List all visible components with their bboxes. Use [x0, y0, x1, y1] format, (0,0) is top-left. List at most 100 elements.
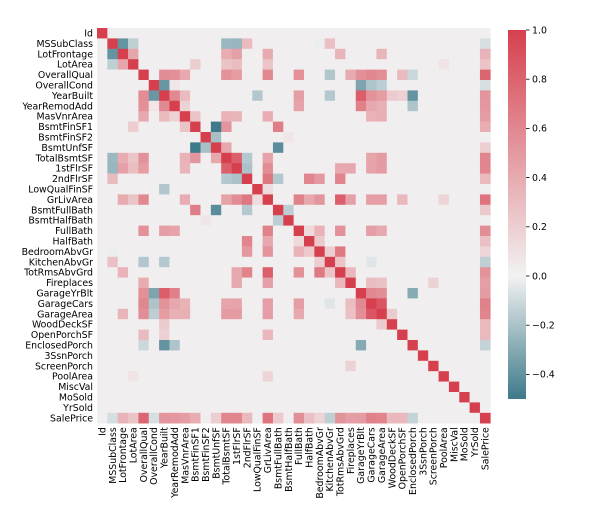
heatmap-cell	[159, 350, 170, 362]
heatmap-cell	[262, 100, 274, 112]
heatmap-cell	[272, 194, 284, 206]
heatmap-cell	[169, 132, 181, 143]
heatmap-cell	[459, 308, 470, 320]
heatmap-cell	[179, 246, 191, 258]
heatmap-cell	[335, 204, 346, 216]
heatmap-cell	[138, 412, 150, 424]
heatmap-cell	[272, 340, 284, 351]
heatmap-cell	[469, 69, 481, 81]
heatmap-cell	[448, 215, 460, 226]
heatmap-cell	[335, 48, 346, 60]
heatmap-cell	[366, 100, 377, 112]
heatmap-cell	[459, 319, 470, 330]
heatmap-cell	[221, 246, 232, 258]
heatmap-cell	[386, 121, 398, 133]
heatmap-cell	[345, 340, 357, 351]
heatmap-cell	[200, 132, 212, 143]
y-tick-label: BsmtHalfBath	[28, 216, 93, 227]
heatmap-cell	[148, 90, 160, 102]
heatmap-cell	[169, 308, 181, 320]
heatmap-cell	[169, 59, 181, 70]
heatmap-cell	[417, 100, 429, 112]
heatmap-cell	[148, 80, 160, 91]
x-tick-label: MoSold	[460, 427, 471, 461]
heatmap-cell	[159, 121, 170, 133]
heatmap-cell	[293, 319, 305, 330]
heatmap-cell	[97, 288, 108, 299]
heatmap-cell	[366, 319, 377, 330]
heatmap-cell	[324, 152, 336, 164]
heatmap-cell	[117, 371, 129, 382]
x-tick-label: TotRmsAbvGrd	[336, 427, 347, 497]
heatmap-cell	[231, 350, 243, 362]
heatmap-cell	[417, 28, 429, 39]
x-tick-label: SalePrice	[480, 427, 491, 470]
heatmap-cell	[397, 236, 408, 247]
heatmap-cell	[428, 308, 439, 320]
heatmap-cell	[479, 319, 491, 330]
heatmap-cell	[438, 215, 450, 226]
heatmap-cell	[148, 298, 160, 310]
heatmap-cell	[428, 412, 439, 424]
heatmap-cell	[469, 277, 481, 289]
heatmap-cell	[128, 132, 139, 143]
heatmap-cell	[479, 402, 491, 414]
heatmap-cell	[355, 28, 367, 39]
heatmap-cell	[200, 225, 212, 237]
heatmap-cell	[459, 412, 470, 424]
heatmap-cell	[179, 371, 191, 382]
heatmap-cell	[283, 246, 294, 258]
heatmap-cell	[314, 163, 325, 174]
heatmap-cell	[469, 38, 481, 50]
heatmap-cell	[324, 69, 336, 81]
heatmap-cell	[479, 267, 491, 278]
heatmap-cell	[200, 121, 212, 133]
y-tick-label: MoSold	[59, 393, 93, 404]
heatmap-cell	[304, 121, 315, 133]
heatmap-cell	[262, 90, 274, 102]
heatmap-cell	[448, 80, 460, 91]
heatmap-cell	[231, 402, 243, 414]
heatmap-cell	[438, 298, 450, 310]
heatmap-cell	[459, 246, 470, 258]
heatmap-cell	[117, 215, 129, 226]
heatmap-cell	[304, 90, 315, 102]
heatmap-cell	[262, 225, 274, 237]
heatmap-cell	[107, 163, 118, 174]
heatmap-cell	[304, 194, 315, 206]
heatmap-cell	[386, 340, 398, 351]
heatmap-cell	[148, 267, 160, 278]
heatmap-cell	[138, 48, 150, 60]
heatmap-cell	[231, 100, 243, 112]
heatmap-cell	[138, 308, 150, 320]
heatmap-cell	[221, 308, 232, 320]
heatmap-cell	[231, 28, 243, 39]
heatmap-cell	[407, 319, 419, 330]
heatmap-cell	[324, 246, 336, 258]
heatmap-cell	[210, 100, 222, 112]
heatmap-cell	[148, 142, 160, 154]
heatmap-cell	[107, 392, 118, 403]
heatmap-cell	[459, 142, 470, 154]
heatmap-cell	[97, 412, 108, 424]
y-tick-label: Fireplaces	[46, 278, 93, 289]
heatmap-cell	[169, 246, 181, 258]
heatmap-cell	[107, 381, 118, 393]
heatmap-cell	[345, 256, 357, 268]
heatmap-cell	[210, 381, 222, 393]
heatmap-cell	[407, 194, 419, 206]
heatmap-cell	[438, 340, 450, 351]
heatmap-cell	[179, 256, 191, 268]
x-tick-label: YearBuilt	[160, 427, 171, 469]
heatmap-cell	[117, 80, 129, 91]
heatmap-cell	[314, 412, 325, 424]
heatmap-cell	[459, 69, 470, 81]
x-tick-label: Fireplaces	[346, 427, 357, 474]
heatmap-cell	[221, 184, 232, 195]
heatmap-cell	[200, 350, 212, 362]
heatmap-cell	[241, 194, 253, 206]
heatmap-cell	[397, 194, 408, 206]
heatmap-cell	[459, 90, 470, 102]
heatmap-cell	[479, 80, 491, 91]
heatmap-cell	[304, 288, 315, 299]
